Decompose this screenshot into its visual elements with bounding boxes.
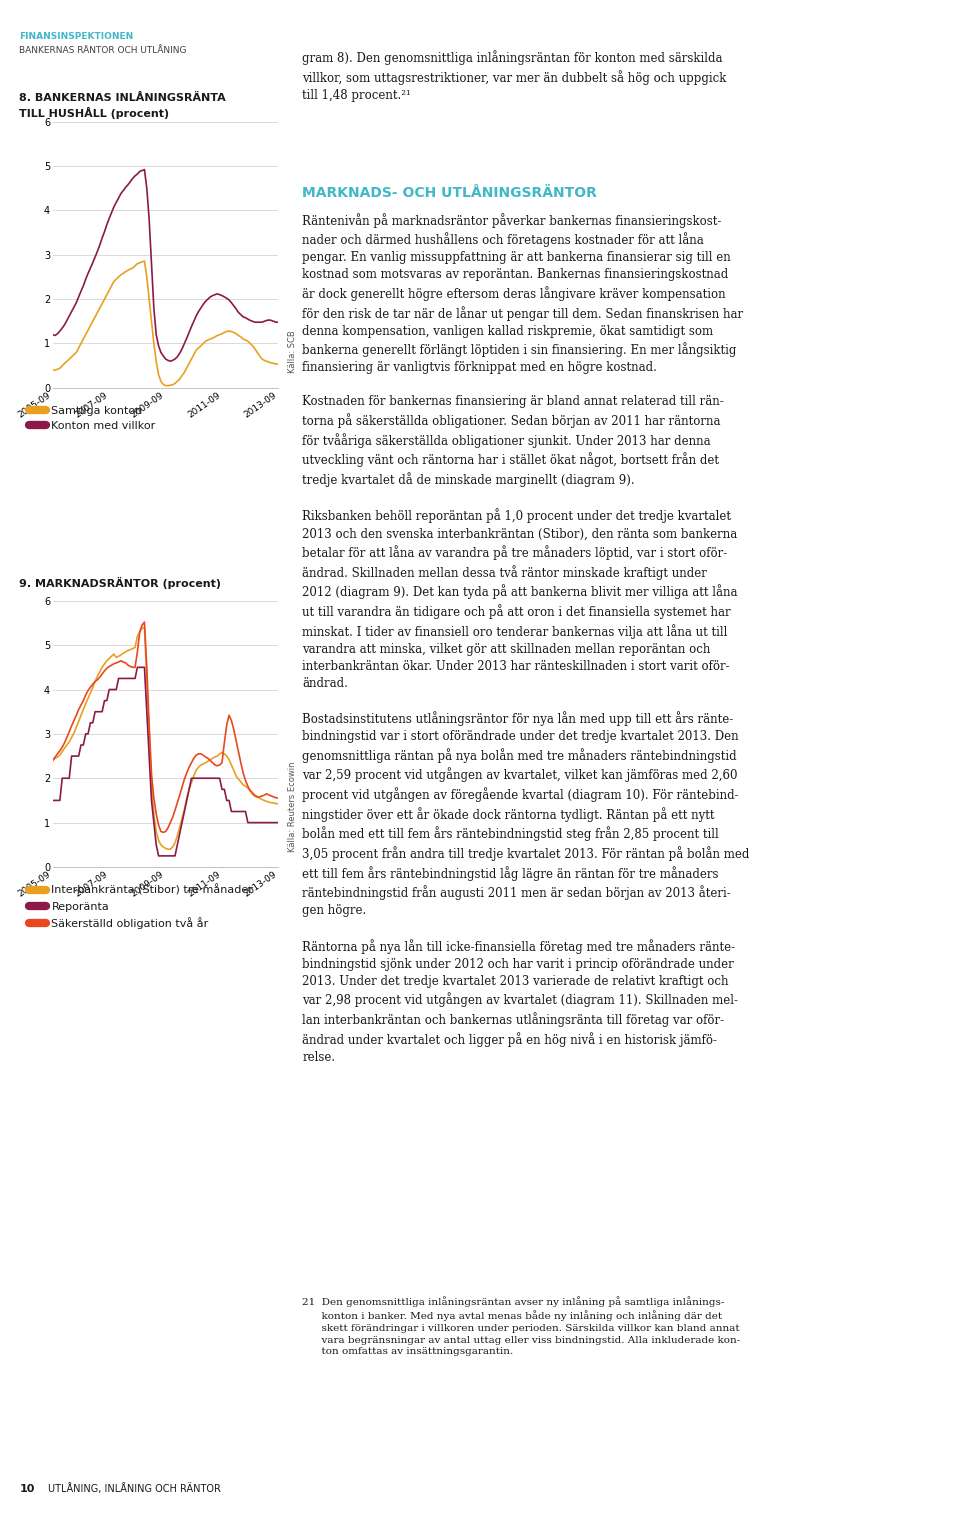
Text: gram 8). Den genomsnittliga inlåningsräntan för konton med särskilda
villkor, so: gram 8). Den genomsnittliga inlåningsrän…: [302, 50, 727, 102]
Text: Källa: SCB: Källa: SCB: [288, 330, 297, 373]
Text: 9. MARKNADSRÄNTOR (procent): 9. MARKNADSRÄNTOR (procent): [19, 576, 221, 589]
Text: 10: 10: [19, 1483, 35, 1494]
Text: 21  Den genomsnittliga inlåningsräntan avser ny inlåning på samtliga inlånings-
: 21 Den genomsnittliga inlåningsräntan av…: [302, 1296, 741, 1357]
Text: MARKNADS- OCH UTLÅNINGSRÄNTOR: MARKNADS- OCH UTLÅNINGSRÄNTOR: [302, 186, 597, 199]
Text: UTLÅNING, INLÅNING OCH RÄNTOR: UTLÅNING, INLÅNING OCH RÄNTOR: [48, 1483, 221, 1494]
Text: BANKERNAS RÄNTOR OCH UTLÅNING: BANKERNAS RÄNTOR OCH UTLÅNING: [19, 46, 186, 55]
Legend: Interbankränta (Stibor) tre månader, Reporänta, Säkerställd obligation två år: Interbankränta (Stibor) tre månader, Rep…: [25, 881, 257, 934]
Text: Källa: Reuters Ecowin: Källa: Reuters Ecowin: [288, 760, 297, 852]
Text: TILL HUSHÅLL (procent): TILL HUSHÅLL (procent): [19, 106, 169, 119]
Text: FINANSINSPEKTIONEN: FINANSINSPEKTIONEN: [19, 32, 133, 41]
Legend: Samtliga konton, Konton med villkor: Samtliga konton, Konton med villkor: [25, 402, 160, 435]
Text: Räntenivån på marknadsräntor påverkar bankernas finansieringskost-
nader och där: Räntenivån på marknadsräntor påverkar ba…: [302, 213, 750, 1063]
Text: 8. BANKERNAS INLÅNINGSRÄNTA: 8. BANKERNAS INLÅNINGSRÄNTA: [19, 93, 226, 103]
